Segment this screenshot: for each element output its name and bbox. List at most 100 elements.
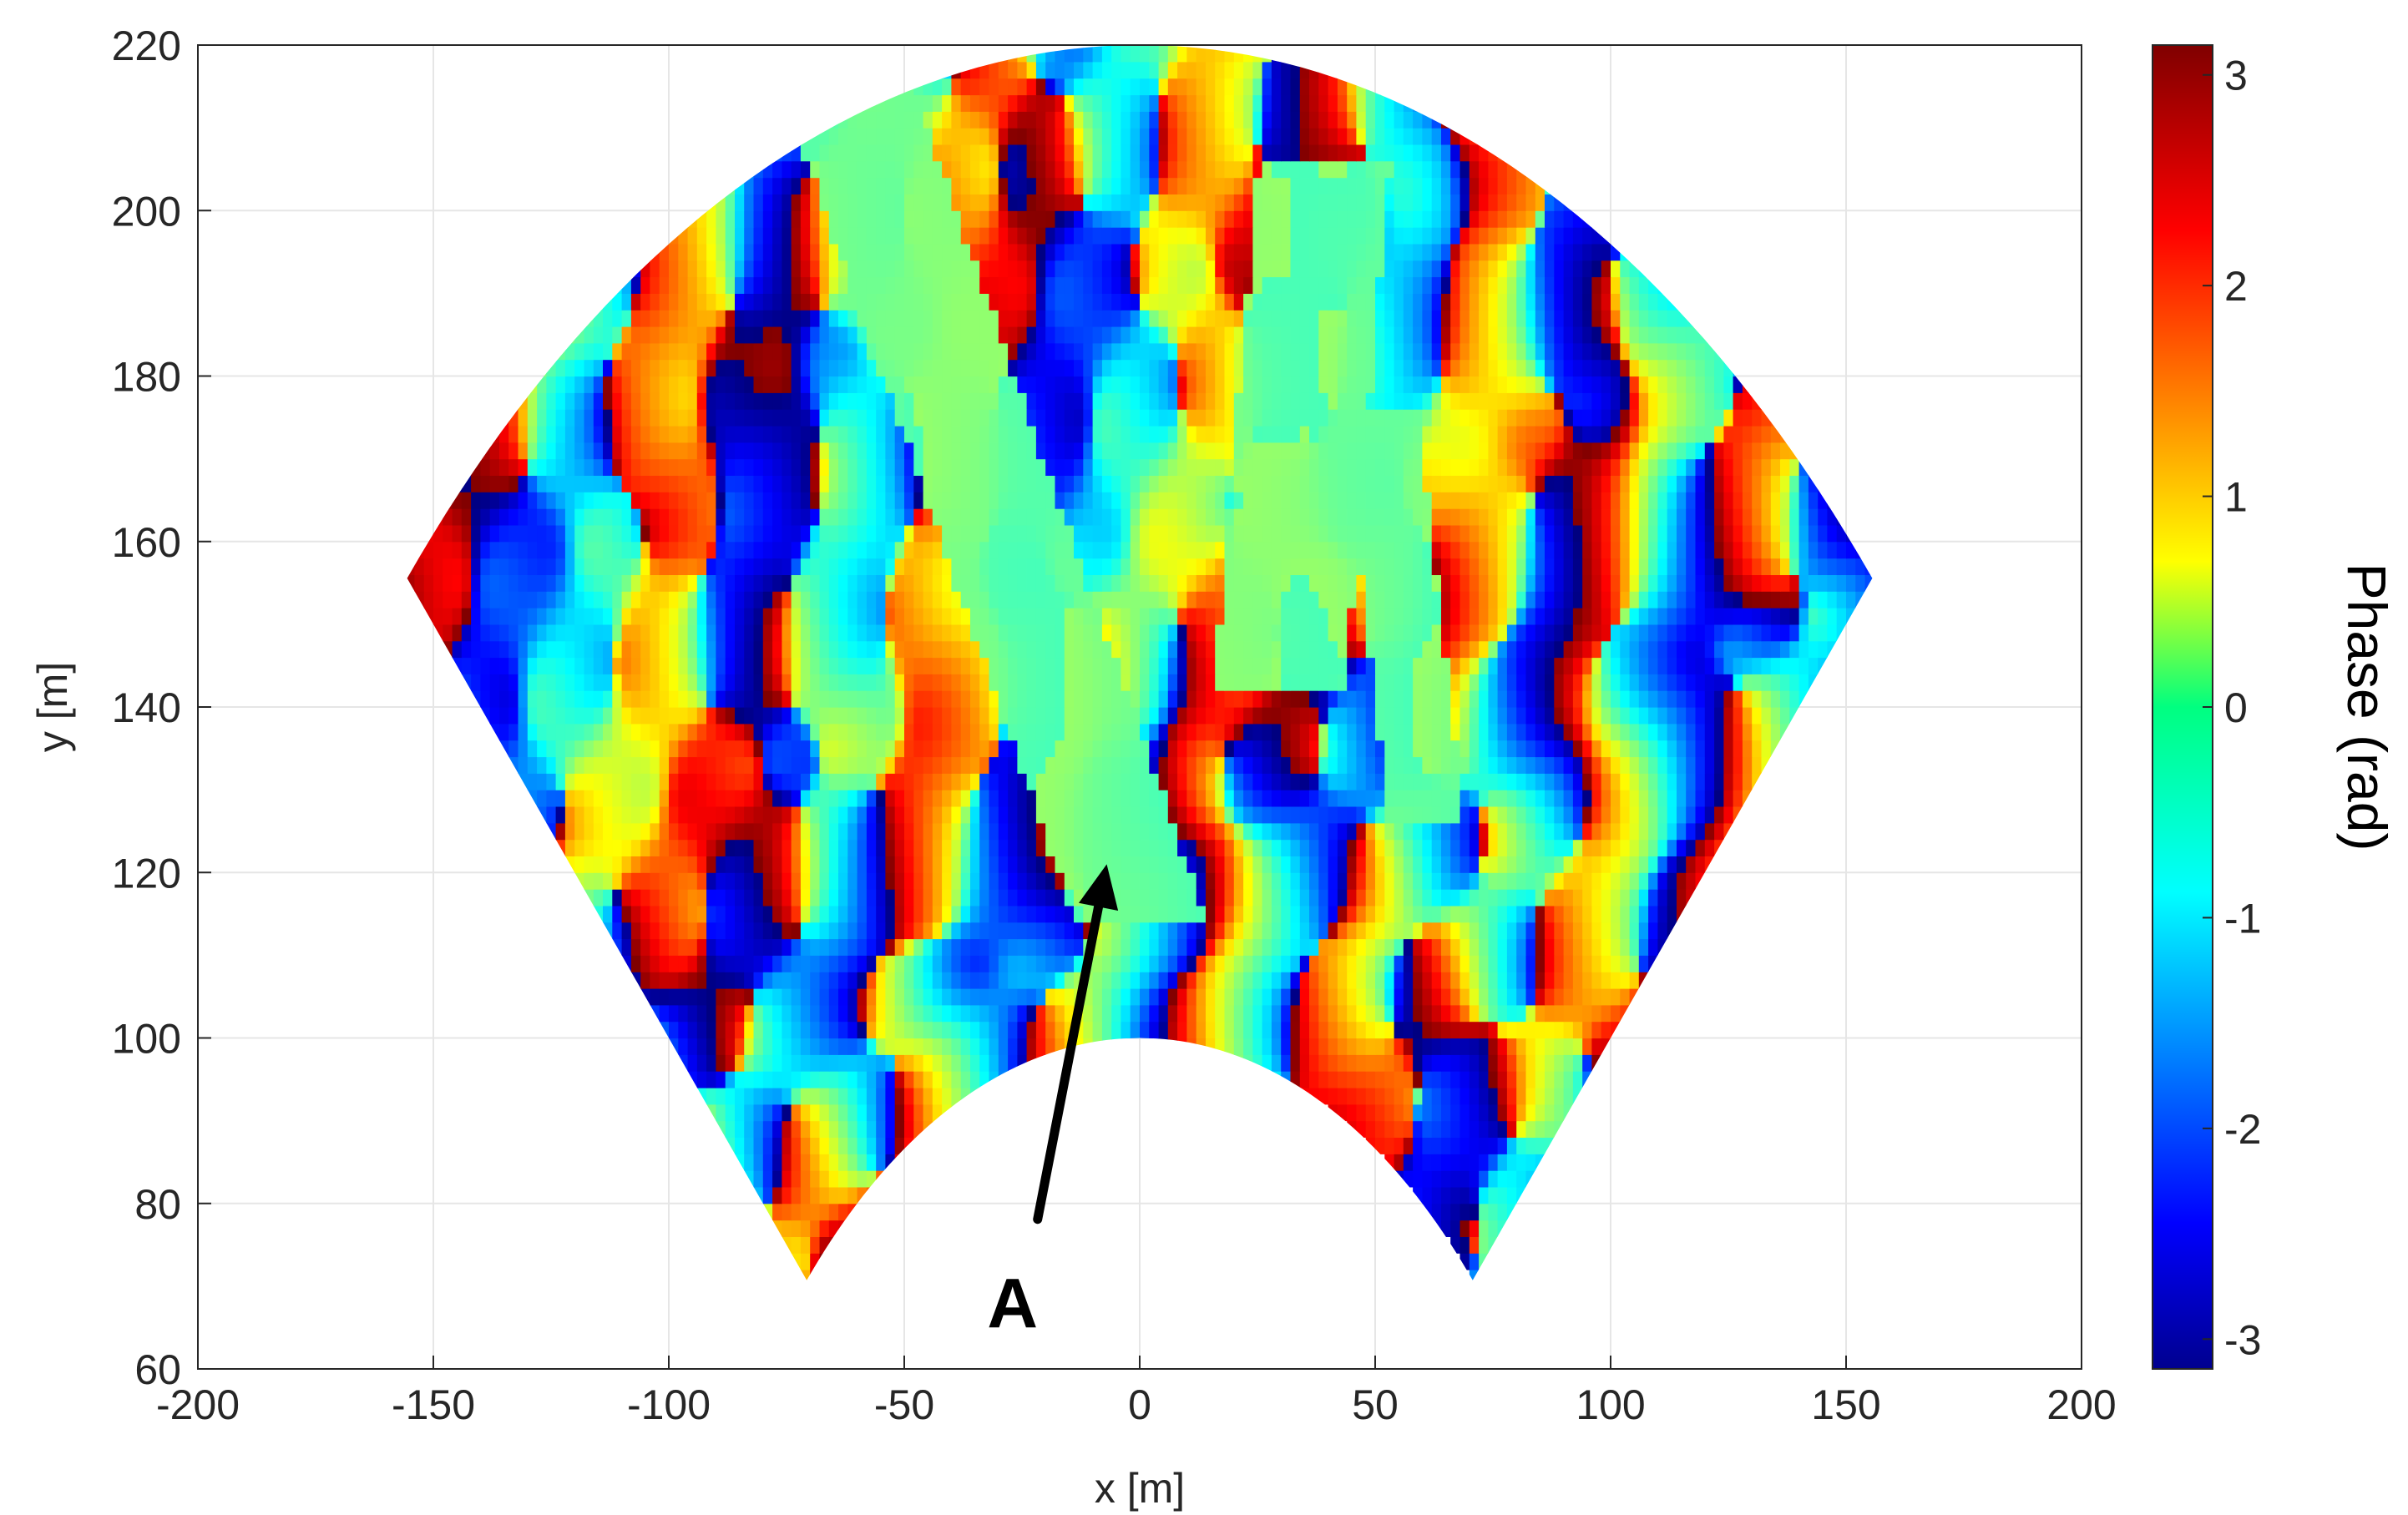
heatmap-cell [989, 905, 999, 923]
heatmap-cell [923, 905, 933, 923]
heatmap-cell [904, 1021, 914, 1039]
heatmap-cell [800, 872, 811, 890]
heatmap-cell [1215, 773, 1226, 790]
heatmap-cell [1808, 640, 1819, 659]
heatmap-cell [1441, 1170, 1451, 1188]
heatmap-cell [866, 1004, 877, 1023]
heatmap-cell [640, 938, 651, 956]
heatmap-cell [866, 1038, 877, 1055]
heatmap-cell [1638, 558, 1649, 575]
heatmap-cell [1318, 541, 1329, 559]
heatmap-cell [1083, 905, 1094, 923]
heatmap-cell [819, 1220, 830, 1237]
heatmap-cell [1620, 674, 1631, 691]
heatmap-cell [1506, 508, 1517, 526]
heatmap-cell [866, 773, 877, 790]
heatmap-cell [810, 492, 821, 509]
heatmap-cell [1742, 624, 1753, 642]
heatmap-cell [1450, 657, 1461, 674]
heatmap-cell [1479, 1154, 1489, 1171]
heatmap-cell [1733, 690, 1743, 708]
heatmap-cell [932, 773, 943, 790]
heatmap-cell [1638, 591, 1649, 609]
heatmap-cell [1497, 1120, 1508, 1138]
heatmap-cell [1356, 1021, 1367, 1039]
heatmap-cell [913, 988, 924, 1006]
heatmap-cell [970, 806, 980, 824]
heatmap-cell [1733, 723, 1743, 741]
heatmap-cell [1035, 972, 1046, 989]
heatmap-cell [508, 608, 519, 625]
heatmap-cell [838, 822, 848, 841]
heatmap-cell [904, 988, 914, 1006]
heatmap-cell [1130, 905, 1141, 923]
heatmap-cell [904, 591, 914, 609]
heatmap-cell [1074, 574, 1084, 592]
heatmap-cell [819, 707, 830, 725]
heatmap-cell [1620, 856, 1631, 873]
heatmap-cell [1488, 1154, 1499, 1171]
heatmap-cell [1224, 839, 1235, 856]
heatmap-cell [1243, 856, 1253, 873]
heatmap-cell [885, 591, 896, 609]
heatmap-cell [527, 773, 538, 790]
heatmap-cell [847, 773, 858, 790]
heatmap-cell [1309, 674, 1319, 691]
heatmap-cell [1299, 574, 1310, 592]
heatmap-cell [1356, 624, 1367, 642]
heatmap-cell [1008, 640, 1018, 659]
heatmap-cell [1441, 905, 1451, 923]
heatmap-cell [1017, 938, 1028, 956]
heatmap-cell [904, 972, 914, 989]
heatmap-cell [1450, 624, 1461, 642]
heatmap-cell [1394, 541, 1404, 559]
heatmap-cell [1262, 541, 1272, 559]
heatmap-cell [555, 640, 566, 659]
heatmap-cell [452, 541, 463, 559]
heatmap-cell [640, 574, 651, 592]
heatmap-cell [772, 1137, 782, 1154]
heatmap-cell [518, 608, 529, 625]
heatmap-cell [1459, 839, 1470, 856]
heatmap-cell [979, 690, 990, 708]
heatmap-cell [1488, 1071, 1499, 1088]
heatmap-cell [1233, 972, 1244, 989]
heatmap-cell [932, 839, 943, 856]
heatmap-cell [1290, 905, 1301, 923]
heatmap-cell [1516, 955, 1527, 972]
heatmap-cell [1101, 1021, 1112, 1039]
heatmap-cell [1101, 822, 1112, 841]
heatmap-cell [1572, 1038, 1583, 1055]
heatmap-cell [612, 640, 623, 659]
heatmap-cell [1328, 1021, 1338, 1039]
heatmap-cell [885, 524, 896, 543]
heatmap-cell [1545, 624, 1555, 642]
heatmap-cell [979, 872, 990, 890]
heatmap-cell [894, 1004, 905, 1023]
heatmap-cell [659, 640, 670, 659]
heatmap-cell [1347, 558, 1358, 575]
heatmap-cell [876, 723, 887, 741]
heatmap-cell [1347, 839, 1358, 856]
heatmap-cell [1318, 591, 1329, 609]
heatmap-cell [857, 1054, 868, 1072]
heatmap-cell [1140, 938, 1150, 956]
heatmap-cell [1224, 790, 1235, 807]
heatmap-cell [1497, 806, 1508, 824]
heatmap-cell [1167, 690, 1178, 708]
heatmap-cell [913, 822, 924, 841]
heatmap-cell [1017, 806, 1028, 824]
heatmap-cell [1563, 756, 1574, 774]
heatmap-cell [1074, 524, 1084, 543]
heatmap-cell [828, 723, 839, 741]
heatmap-cell [584, 524, 594, 543]
heatmap-cell [1337, 806, 1348, 824]
heatmap-cell [1262, 591, 1272, 609]
heatmap-cell [1290, 972, 1301, 989]
heatmap-cell [904, 1071, 914, 1088]
heatmap-cell [696, 591, 707, 609]
heatmap-cell [753, 1021, 764, 1039]
heatmap-cell [923, 972, 933, 989]
heatmap-cell [1855, 558, 1866, 575]
heatmap-cell [1309, 524, 1319, 543]
